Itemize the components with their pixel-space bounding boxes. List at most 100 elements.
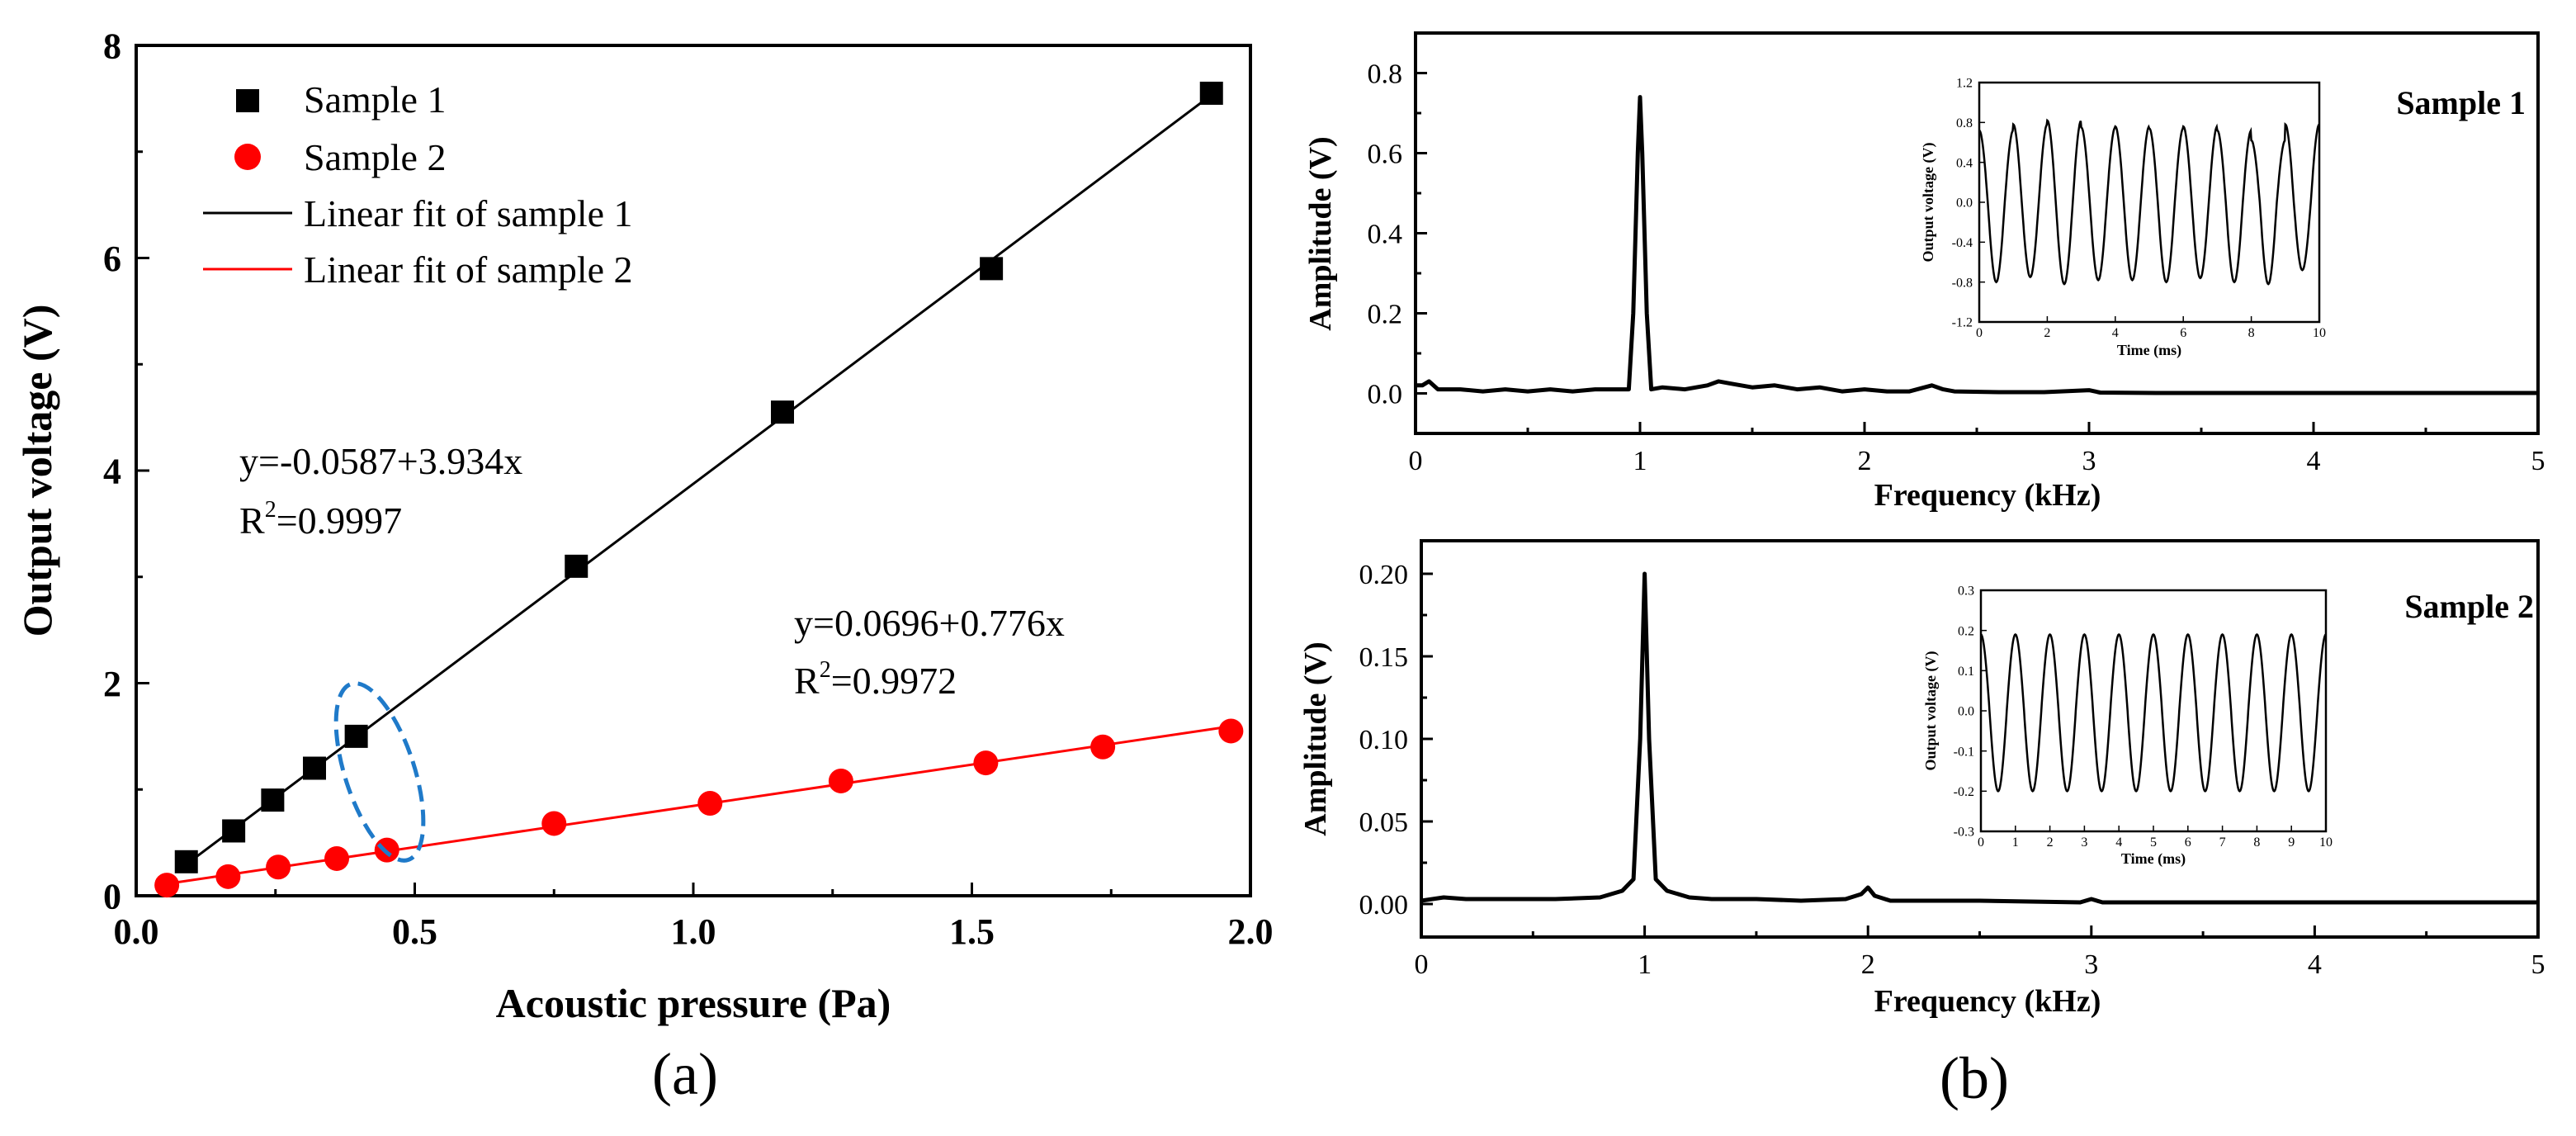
panel-b-top-x-tick-label: 3 — [2082, 446, 2096, 476]
panel-a-y-tick-label: 0 — [103, 876, 121, 916]
panel-a-legend: Sample 1 Sample 2 Linear fit of sample 1… — [203, 78, 633, 291]
inset-bottom-y-tick-label: -0.2 — [1954, 785, 1974, 799]
panel-b-top-spectrum-line — [1416, 95, 2538, 395]
panel-b-bottom-inset: 0 1 2 3 4 5 6 7 8 9 10 -0.3 -0.2 -0.1 0.0 0.1 0.2 0.3 Tim… — [1922, 585, 2333, 868]
inset-bottom-x-tick-label: 5 — [2150, 835, 2157, 850]
panel-a-x-tick-label: 1.0 — [671, 911, 716, 952]
panel-b-top-y-tick-label: 0.6 — [1368, 139, 1403, 169]
panel-b-top-x-tick-label: 0 — [1409, 446, 1423, 476]
panel-b-top-y-tick-label: 0.2 — [1368, 299, 1403, 329]
panel-b-bottom-x-tick-label: 4 — [2308, 949, 2322, 980]
inset-bottom-x-tick-label: 10 — [2319, 835, 2333, 850]
panel-a-points — [154, 81, 1244, 898]
panel-a-x-tick-label: 0.0 — [114, 911, 159, 952]
panel-b-bottom-spectrum-line — [1420, 571, 2538, 905]
panel-a-y-axis-label: Output voltage (V) — [14, 305, 60, 637]
inset-top-y-tick-label: 0.4 — [1956, 156, 1973, 170]
panel-b-bottom-y-tick-label: 0.10 — [1359, 725, 1409, 755]
legend-label-sample-1: Sample 1 — [304, 78, 446, 121]
panel-b-bottom-x-tick-label: 1 — [1638, 949, 1652, 980]
panel-b-bottom-x-tick-label: 3 — [2084, 949, 2098, 980]
inset-top-y-tick-label: 0.0 — [1956, 196, 1973, 211]
inset-bottom-x-tick-label: 2 — [2047, 835, 2054, 850]
panel-b-top-x-tick-label: 4 — [2307, 446, 2321, 476]
panel-a-x-axis-label: Acoustic pressure (Pa) — [496, 980, 891, 1026]
inset-top-x-tick-label: 4 — [2112, 326, 2119, 340]
sample-1-point — [174, 850, 198, 873]
legend-marker-circle — [234, 144, 261, 170]
panel-b-top-y-tick-label: 0.8 — [1368, 59, 1403, 89]
sample-2-point — [1090, 734, 1116, 760]
sample-2-point — [1218, 718, 1244, 744]
panel-a-y-tick-label: 6 — [103, 239, 121, 279]
inset-top-y-tick-label: 1.2 — [1956, 77, 1973, 91]
legend-label-sample-2: Sample 2 — [304, 136, 446, 178]
inset-bottom-y-tick-label: 0.0 — [1958, 705, 1974, 719]
panel-a-y-tick-label: 2 — [103, 664, 121, 704]
sample-2-point — [215, 864, 241, 889]
inset-bottom-ticks: 0 1 2 3 4 5 6 7 8 9 10 -0.3 -0.2 -0.1 0.0 0.1 0.2 0.3 — [1954, 585, 2333, 850]
inset-bottom-x-tick-label: 4 — [2115, 835, 2122, 850]
panel-a-x-tick-label: 2.0 — [1228, 911, 1274, 952]
panel-b-top-y-tick-label: 0.0 — [1368, 379, 1403, 409]
panel-a-x-tick-label: 0.5 — [392, 911, 437, 952]
legend-label-fit-2: Linear fit of sample 2 — [304, 248, 633, 291]
panel-b-bottom-ticks: 0 1 2 3 4 50.000.050.100.150.20 — [1359, 560, 2545, 980]
inset-top-y-tick-label: -1.2 — [1952, 316, 1973, 330]
panel-b-top-x-tick-label: 1 — [1633, 446, 1647, 476]
panel-b-bottom-x-tick-label: 2 — [1861, 949, 1875, 980]
panel-a-ticks: 0.0 0.5 1.0 1.5 2.0 0 2 4 6 8 — [103, 26, 1274, 952]
panel-b-top-chart: 0 1 2 3 4 5 0.0 0.2 0.4 0.6 0.8 Frequency (kHz) Am… — [1303, 31, 2545, 513]
sample-2-point — [266, 854, 291, 880]
panel-label-a: (a) — [652, 1041, 718, 1107]
sample-1-point — [261, 788, 285, 812]
panel-a-x-tick-label: 1.5 — [949, 911, 995, 952]
panel-b-top-x-tick-label: 2 — [1858, 446, 1872, 476]
panel-a-chart: 0.0 0.5 1.0 1.5 2.0 0 2 4 6 8 Acoustic pressure (… — [14, 26, 1274, 1107]
panel-label-b: (b) — [1940, 1045, 2009, 1111]
panel-b-bottom-chart: 0 1 2 3 4 50.000.050.100.150.20 Frequency (kH… — [1298, 539, 2545, 1111]
inset-bottom-y-axis-label: Output voltage (V) — [1922, 651, 1940, 771]
sample-2-point — [324, 845, 349, 871]
sample-2-point — [828, 768, 853, 793]
panel-b-top-x-axis-label: Frequency (kHz) — [1874, 478, 2101, 513]
legend-marker-square — [236, 89, 259, 112]
inset-top-y-tick-label: -0.8 — [1952, 276, 1973, 290]
panel-b-bottom-y-tick-label: 0.05 — [1359, 807, 1409, 838]
panel-b-bottom-x-tick-label: 5 — [2531, 949, 2545, 980]
inset-top-frame — [1978, 81, 2321, 324]
inset-top-x-tick-label: 2 — [2044, 326, 2050, 340]
inset-bottom-x-tick-label: 8 — [2253, 835, 2260, 850]
panel-b-top-y-tick-label: 0.4 — [1368, 219, 1403, 249]
sample-1-point — [222, 819, 246, 843]
inset-top-x-tick-label: 0 — [1976, 326, 1983, 340]
panel-b-bottom-y-tick-label: 0.00 — [1359, 890, 1409, 921]
inset-bottom-x-tick-label: 1 — [2012, 835, 2019, 850]
sample-2-point — [541, 811, 567, 836]
panel-b-top-ticks: 0 1 2 3 4 5 0.0 0.2 0.4 0.6 0.8 — [1368, 59, 2545, 476]
fit-1-equation: y=-0.0587+3.934x — [239, 440, 522, 482]
panel-b-bottom-y-tick-label: 0.15 — [1359, 642, 1409, 673]
sample-1-point — [344, 724, 368, 748]
panel-b-top-inset: 0 2 4 6 8 10 -1.2 -0.8 -0.4 0.0 0.4 0.8 1.2 Time (ms… — [1920, 77, 2326, 359]
sample-1-point — [565, 554, 588, 578]
panel-b-bottom-title: Sample 2 — [2404, 588, 2534, 625]
inset-bottom-x-tick-label: 6 — [2185, 835, 2191, 850]
panel-b-top-title: Sample 1 — [2396, 84, 2526, 121]
sample-1-point — [771, 400, 794, 424]
sample-1-point — [1199, 81, 1223, 105]
inset-bottom-x-tick-label: 7 — [2219, 835, 2226, 850]
fit-1-r-squared: R2=0.9997 — [239, 497, 402, 542]
inset-bottom-x-axis-label: Time (ms) — [2121, 850, 2186, 868]
panel-b-bottom-y-tick-label: 0.20 — [1359, 560, 1409, 590]
inset-bottom-x-tick-label: 3 — [2081, 835, 2087, 850]
inset-bottom-y-tick-label: 0.3 — [1958, 585, 1974, 599]
inset-bottom-x-tick-label: 0 — [1978, 835, 1984, 850]
sample-2-point — [973, 750, 999, 776]
panel-a-y-tick-label: 8 — [103, 26, 121, 66]
inset-top-y-tick-label: 0.8 — [1956, 116, 1973, 130]
sample-2-point — [154, 873, 180, 898]
highlight-ellipse — [333, 681, 426, 863]
